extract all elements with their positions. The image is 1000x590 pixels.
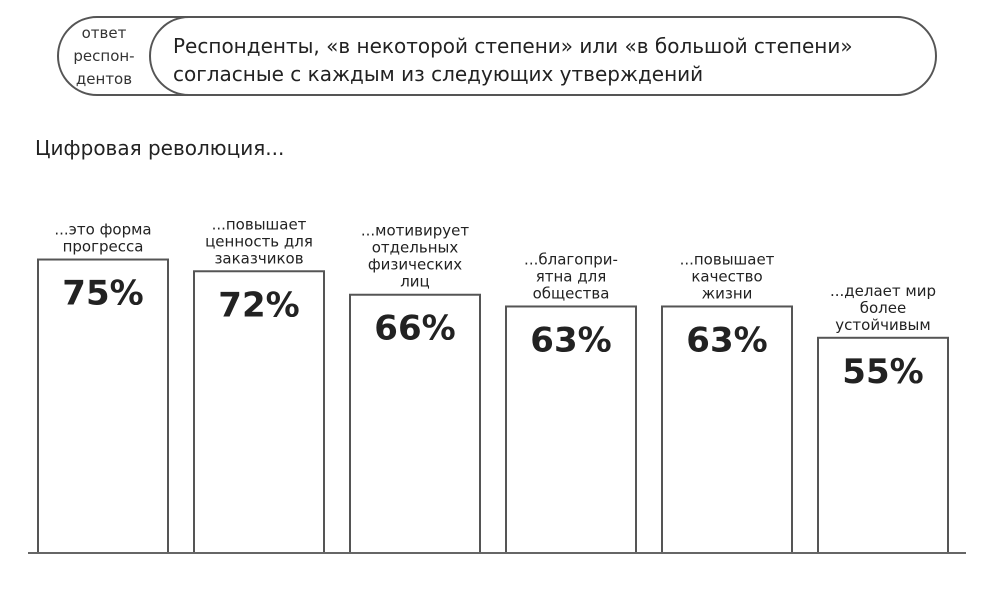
category-label: ...мотивирует: [361, 222, 469, 240]
category-label: более: [860, 299, 906, 317]
category-label: заказчиков: [214, 249, 303, 267]
bar: [817, 336, 949, 554]
category-label: отдельных: [372, 239, 459, 257]
bar: [505, 305, 637, 554]
header-label-line: дентов: [75, 70, 133, 88]
category-label: качество: [691, 267, 762, 285]
header-text-line: согласные с каждым из следующих утвержде…: [173, 62, 704, 86]
category-label: устойчивым: [835, 316, 930, 334]
header-label: ответ респон- дентов: [61, 22, 147, 91]
chart-subtitle: Цифровая революция...: [35, 136, 285, 160]
data-label: 63%: [530, 320, 611, 360]
bar: [349, 293, 481, 554]
data-label: 63%: [686, 320, 767, 360]
category-label: общества: [533, 284, 610, 302]
category-label: ...повышает: [680, 250, 775, 268]
category-label: ...это форма: [54, 221, 151, 239]
header-text: Респонденты, «в некоторой степени» или «…: [173, 32, 853, 88]
category-label: ценность для: [205, 232, 313, 250]
header-text-box: Респонденты, «в некоторой степени» или «…: [149, 16, 937, 96]
category-label: ...повышает: [212, 215, 307, 233]
category-label: ...благопри-: [524, 250, 618, 268]
category-label: ятна для: [536, 267, 607, 285]
data-label: 66%: [374, 309, 455, 349]
data-label: 72%: [218, 285, 299, 325]
header-label-line: ответ: [81, 24, 127, 42]
bar: [193, 270, 325, 554]
header-box: ответ респон- дентов Респонденты, «в нек…: [57, 16, 937, 96]
bar: [37, 258, 169, 554]
category-label: лиц: [400, 273, 430, 291]
data-label: 75%: [62, 274, 143, 314]
header-text-line: Респонденты, «в некоторой степени» или «…: [173, 34, 853, 58]
data-label: 55%: [842, 352, 923, 392]
category-label: жизни: [702, 284, 753, 302]
category-label: прогресса: [63, 238, 144, 256]
category-label: ...делает мир: [830, 282, 936, 300]
header-label-line: респон-: [73, 47, 135, 65]
bar: [661, 305, 793, 554]
category-label: физических: [368, 256, 462, 274]
